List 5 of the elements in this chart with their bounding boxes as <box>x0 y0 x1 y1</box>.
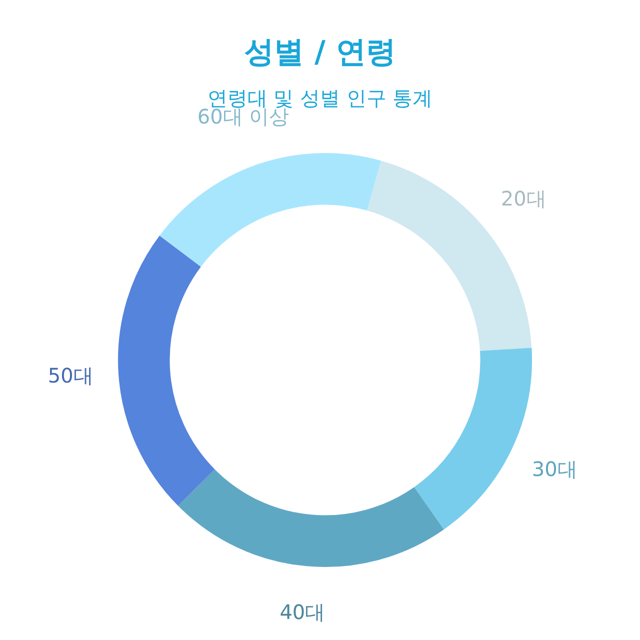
chart-title: 성별 / 연령 <box>243 34 397 72</box>
slice-label: 20대 <box>500 186 546 210</box>
slice-label: 50대 <box>48 364 94 388</box>
slice-label: 40대 <box>280 600 326 624</box>
slice-label: 30대 <box>532 457 578 482</box>
